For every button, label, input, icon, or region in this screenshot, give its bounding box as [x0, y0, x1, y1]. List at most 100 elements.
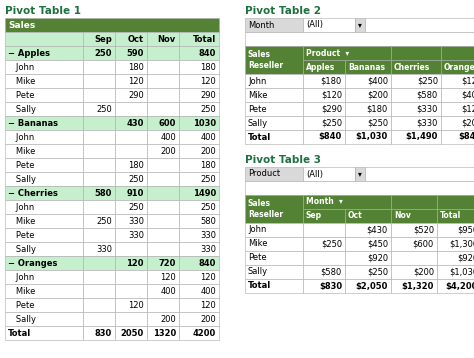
Text: Sales
Reseller: Sales Reseller	[248, 199, 283, 219]
Bar	[115, 186, 147, 200]
Bar	[147, 312, 179, 326]
Text: Pivot Table 1: Pivot Table 1	[5, 6, 81, 16]
Bar	[147, 186, 179, 200]
Bar	[391, 116, 441, 130]
Bar	[147, 102, 179, 116]
Bar	[303, 60, 345, 74]
Text: $400: $400	[367, 77, 388, 86]
Bar	[5, 172, 83, 186]
Bar	[391, 279, 437, 293]
Bar	[179, 144, 219, 158]
Bar	[345, 237, 391, 251]
Text: Sep: Sep	[306, 212, 322, 221]
Text: ▾: ▾	[358, 169, 362, 179]
Text: $250: $250	[367, 267, 388, 276]
Text: 120: 120	[160, 272, 176, 281]
Text: Nov: Nov	[158, 34, 176, 44]
Text: − Bananas: − Bananas	[8, 118, 58, 127]
Text: − Apples: − Apples	[8, 48, 50, 58]
Text: 250: 250	[94, 48, 112, 58]
Text: 720: 720	[159, 258, 176, 267]
Bar	[179, 158, 219, 172]
Text: 4200: 4200	[193, 329, 216, 338]
Bar	[5, 256, 83, 270]
Bar	[303, 130, 345, 144]
Text: 600: 600	[159, 118, 176, 127]
Bar	[147, 200, 179, 214]
Text: John: John	[8, 63, 34, 72]
Text: $840: $840	[459, 132, 474, 141]
Text: $1,320: $1,320	[401, 281, 434, 290]
Text: $180: $180	[367, 105, 388, 113]
Bar	[83, 200, 115, 214]
Text: $250: $250	[417, 77, 438, 86]
Bar	[83, 88, 115, 102]
Text: $1,490: $1,490	[406, 132, 438, 141]
Bar	[245, 18, 303, 32]
Bar	[5, 284, 83, 298]
Text: Pete: Pete	[8, 231, 35, 240]
Text: 330: 330	[128, 217, 144, 226]
Bar	[83, 144, 115, 158]
Text: 840: 840	[199, 258, 216, 267]
Bar	[391, 102, 441, 116]
Text: 180: 180	[200, 63, 216, 72]
Bar	[115, 172, 147, 186]
Text: $950: $950	[457, 226, 474, 234]
Text: $330: $330	[417, 118, 438, 127]
Text: 250: 250	[96, 105, 112, 113]
Bar	[345, 130, 391, 144]
Bar	[83, 172, 115, 186]
Bar	[115, 284, 147, 298]
Bar	[5, 158, 83, 172]
Text: Pivot Table 3: Pivot Table 3	[245, 155, 321, 165]
Bar	[245, 195, 303, 223]
Bar	[5, 144, 83, 158]
Text: $1,030: $1,030	[356, 132, 388, 141]
Text: 400: 400	[160, 286, 176, 295]
Bar	[83, 186, 115, 200]
Bar	[179, 256, 219, 270]
Text: Pete: Pete	[8, 91, 35, 100]
Bar	[441, 102, 474, 116]
Bar	[115, 200, 147, 214]
Bar	[115, 74, 147, 88]
Text: $250: $250	[321, 118, 342, 127]
Bar	[179, 88, 219, 102]
Bar	[345, 265, 391, 279]
Bar	[179, 326, 219, 340]
Text: Sally: Sally	[8, 314, 36, 324]
Text: Oranges: Oranges	[444, 63, 474, 72]
Bar	[5, 200, 83, 214]
Text: 200: 200	[160, 146, 176, 155]
Bar	[179, 242, 219, 256]
Bar	[245, 116, 303, 130]
Text: 2050: 2050	[121, 329, 144, 338]
Bar	[83, 312, 115, 326]
Bar	[179, 46, 219, 60]
Bar	[179, 172, 219, 186]
Bar	[345, 251, 391, 265]
Text: John: John	[8, 203, 34, 212]
Bar	[179, 32, 219, 46]
Bar	[391, 251, 437, 265]
Bar	[391, 74, 441, 88]
Text: Pete: Pete	[248, 253, 266, 262]
Bar	[147, 88, 179, 102]
Text: Oct: Oct	[348, 212, 363, 221]
Bar	[115, 88, 147, 102]
Text: $600: $600	[413, 240, 434, 248]
Bar	[391, 223, 437, 237]
Text: Sally: Sally	[8, 105, 36, 113]
Bar	[115, 46, 147, 60]
Bar	[115, 130, 147, 144]
Bar	[5, 32, 83, 46]
Bar	[83, 102, 115, 116]
Text: 290: 290	[200, 91, 216, 100]
Bar	[303, 116, 345, 130]
Text: Month  ▾: Month ▾	[306, 198, 343, 207]
Text: Pete: Pete	[8, 300, 35, 310]
Bar	[5, 130, 83, 144]
Bar	[391, 88, 441, 102]
Text: $920: $920	[367, 253, 388, 262]
